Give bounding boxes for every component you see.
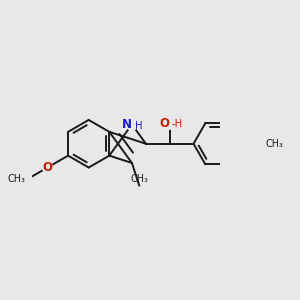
Text: CH₃: CH₃	[8, 174, 26, 184]
Text: O: O	[160, 117, 170, 130]
Text: N: N	[122, 118, 132, 131]
Circle shape	[126, 119, 138, 130]
Circle shape	[43, 163, 52, 172]
Text: O: O	[43, 161, 52, 174]
Text: H: H	[135, 121, 142, 131]
Text: CH₃: CH₃	[130, 174, 148, 184]
Text: -H: -H	[172, 118, 183, 128]
Circle shape	[164, 118, 175, 129]
Text: CH₃: CH₃	[266, 139, 284, 149]
